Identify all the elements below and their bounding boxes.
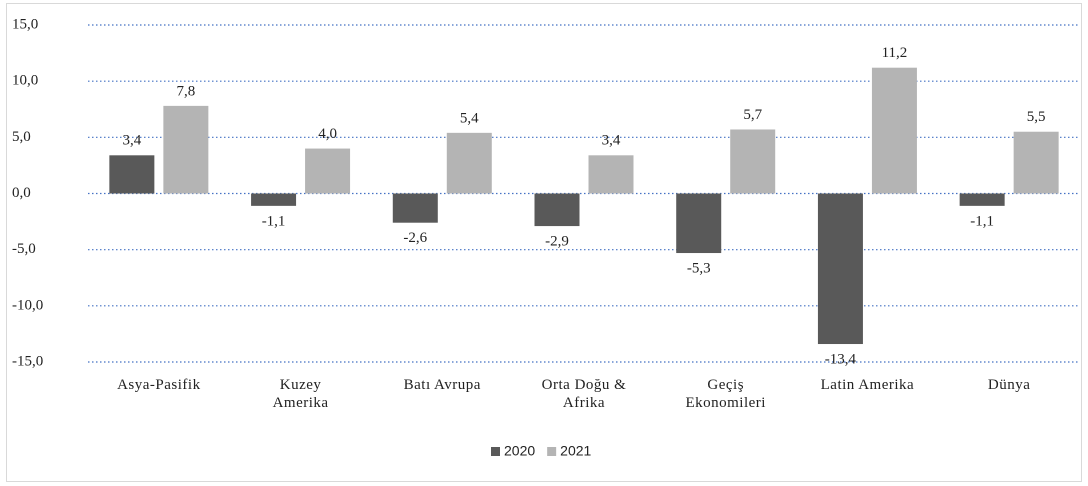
bar [871,67,917,194]
value-label: -13,4 [825,351,857,367]
bar [534,193,580,227]
value-label: 11,2 [882,45,908,61]
legend-label: 2020 [504,443,535,459]
value-label: 5,5 [1027,109,1046,125]
x-tick-label: Kuzey Amerika [272,377,329,411]
legend-label: 2021 [560,443,591,459]
value-label: 4,0 [318,126,337,142]
y-tick-label: 10,0 [12,73,38,89]
x-tick-label: Batı Avrupa [403,377,481,393]
value-label: -5,3 [687,260,711,276]
legend-swatch [547,447,557,456]
y-tick-label: -10,0 [12,297,43,313]
x-tick-label: Orta Doğu & Afrika [541,377,627,411]
x-tick-label: Asya-Pasifik [117,377,201,393]
bar [676,193,722,254]
bar [959,193,1005,206]
bar [588,155,634,194]
bar [305,148,351,194]
value-label: -1,1 [970,213,994,229]
x-tick-label: Latin Amerika [820,377,915,393]
value-label: -1,1 [262,213,286,229]
bar [817,193,863,345]
bar [109,155,155,194]
bar [1013,131,1059,194]
bar [730,129,776,194]
y-tick-label: 15,0 [12,16,38,32]
bar [446,132,492,194]
bar [163,105,209,194]
value-label: -2,9 [545,234,569,250]
y-tick-label: -15,0 [12,353,43,369]
value-label: 3,4 [602,133,621,149]
y-tick-label: 5,0 [12,129,31,145]
value-label: 5,4 [460,110,479,126]
legend-swatch [491,447,500,456]
x-tick-label: Geçiş Ekonomileri [685,377,766,411]
y-tick-label: -5,0 [12,241,36,257]
value-label: -2,6 [403,230,427,246]
value-label: 5,7 [743,107,762,123]
bar [251,193,297,206]
value-label: 3,4 [122,133,141,149]
value-label: 7,8 [176,83,195,99]
y-tick-label: 0,0 [12,185,31,201]
bar [392,193,438,223]
x-tick-label: Dünya [987,377,1031,393]
